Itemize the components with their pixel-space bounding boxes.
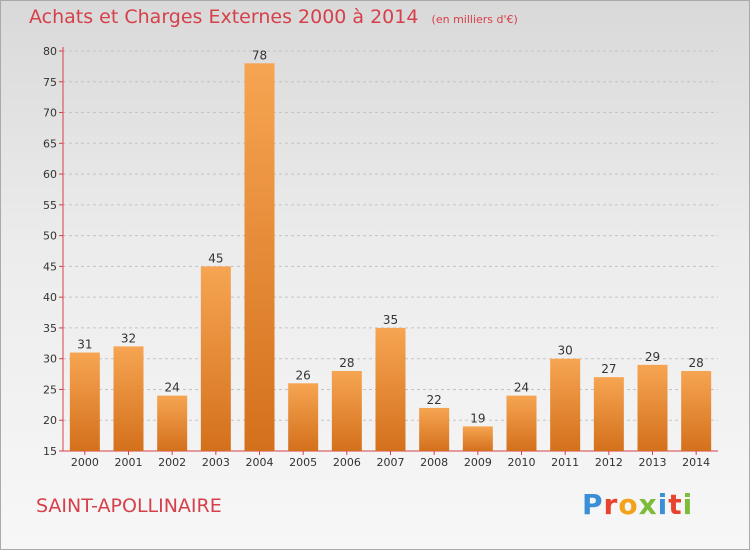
y-tick-label: 45: [43, 260, 57, 273]
bar-2006: [331, 371, 362, 451]
data-label: 27: [601, 362, 616, 376]
data-label: 24: [514, 381, 529, 395]
chart-title: Achats et Charges Externes 2000 à 2014: [29, 6, 419, 28]
logo-letter: P: [582, 488, 604, 521]
x-tick-label: 2010: [508, 456, 536, 469]
data-labels: 31 32 24 45 78 26 28 35 22 19 24 30 27 29 28: [77, 48, 704, 425]
y-tick-label: 70: [43, 107, 57, 120]
y-tick-label: 75: [43, 76, 57, 89]
bar-2009: [462, 426, 493, 451]
x-tick-label: 2005: [289, 456, 317, 469]
y-tick-label: 30: [43, 353, 57, 366]
data-label: 45: [208, 251, 223, 265]
x-tick-label: 2007: [377, 456, 405, 469]
tick-labels: 15 20 25 30 35 40 45 50 55 60 65 70 75 80 2000 2001 2002…: [43, 45, 710, 469]
bar-2002: [157, 395, 188, 451]
logo-letter: i: [657, 488, 669, 521]
y-tick-label: 25: [43, 383, 57, 396]
y-tick-label: 55: [43, 199, 57, 212]
data-label: 19: [470, 411, 485, 425]
data-label: 29: [645, 350, 660, 364]
x-tick-label: 2003: [202, 456, 230, 469]
bar-2008: [419, 407, 450, 451]
x-tick-label: 2011: [551, 456, 579, 469]
bar-2004: [244, 63, 275, 452]
bar-2012: [593, 377, 624, 451]
place-name: SAINT-APOLLINAIRE: [36, 495, 222, 517]
bar-2010: [506, 395, 537, 451]
data-label: 28: [339, 356, 354, 370]
bar-2013: [637, 364, 668, 451]
chart-subtitle: (en milliers d'€): [431, 13, 518, 26]
x-tick-label: 2013: [639, 456, 667, 469]
y-tick-label: 65: [43, 137, 57, 150]
bar-2011: [550, 358, 581, 451]
logo-letter: t: [668, 488, 683, 521]
bar-2014: [681, 371, 712, 451]
logo-letter: o: [618, 488, 639, 521]
x-tick-label: 2002: [158, 456, 186, 469]
x-tick-label: 2014: [682, 456, 710, 469]
data-label: 22: [427, 393, 442, 407]
x-tick-label: 2009: [464, 456, 492, 469]
bar-2005: [288, 383, 319, 451]
x-tick-label: 2008: [420, 456, 448, 469]
bar-2001: [113, 346, 144, 451]
logo-letter: x: [638, 488, 658, 521]
x-tick-label: 2004: [246, 456, 274, 469]
x-tick-label: 2012: [595, 456, 623, 469]
data-label: 28: [689, 356, 704, 370]
y-tick-label: 20: [43, 414, 57, 427]
y-tick-label: 80: [43, 45, 57, 58]
logo-letter: r: [603, 488, 619, 521]
data-label: 30: [558, 344, 573, 358]
logo-letter: i: [682, 488, 694, 521]
bar-2000: [69, 352, 100, 451]
bars: [69, 63, 712, 452]
y-tick-label: 60: [43, 168, 57, 181]
data-label: 31: [77, 338, 92, 352]
title-row: Achats et Charges Externes 2000 à 2014 (…: [29, 6, 518, 28]
data-label: 78: [252, 48, 267, 62]
data-label: 32: [121, 331, 136, 345]
x-tick-label: 2000: [71, 456, 99, 469]
y-tick-label: 15: [43, 445, 57, 458]
gridlines: [63, 50, 718, 421]
y-tick-label: 50: [43, 230, 57, 243]
x-tick-label: 2001: [115, 456, 143, 469]
bar-2007: [375, 327, 406, 451]
data-label: 35: [383, 313, 398, 327]
bar-2003: [200, 266, 231, 451]
data-label: 26: [296, 368, 311, 382]
y-tick-label: 35: [43, 322, 57, 335]
proxiti-logo: Proxiti: [582, 488, 693, 521]
data-label: 24: [165, 381, 180, 395]
y-tick-label: 40: [43, 291, 57, 304]
x-tick-label: 2006: [333, 456, 361, 469]
